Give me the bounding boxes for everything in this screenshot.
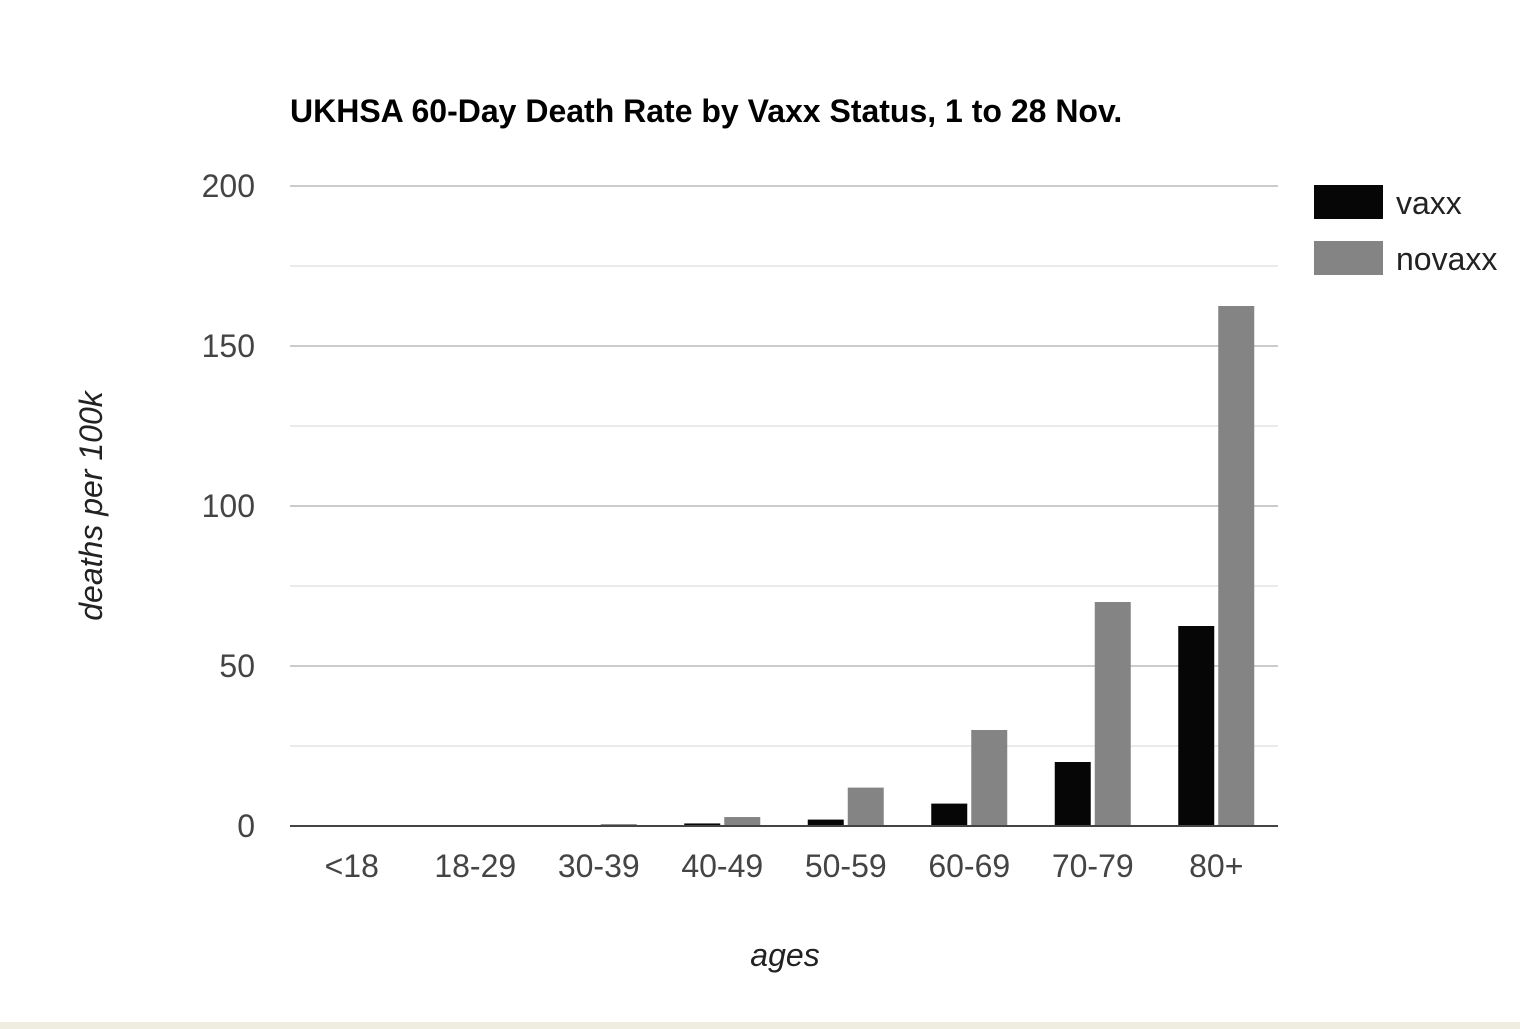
gridlines (290, 185, 1278, 747)
bar-vaxx-4049 (684, 823, 721, 826)
bar-vaxx-7079 (1054, 762, 1091, 826)
x-axis-label: ages (750, 937, 819, 973)
legend-swatch-novaxx (1314, 241, 1383, 275)
y-axis-ticks: 0 50 100 150 200 (202, 168, 255, 844)
footer-strip (0, 1022, 1520, 1029)
bar-novaxx-80 (1218, 306, 1255, 826)
legend: vaxx novaxx (1314, 185, 1497, 277)
x-tick-label: 60-69 (928, 848, 1010, 884)
x-axis-ticks: <18 18-29 30-39 40-49 50-59 60-69 70-79 80+ (325, 848, 1244, 884)
x-tick-label: <18 (325, 848, 379, 884)
bars (437, 306, 1255, 826)
legend-label-novaxx: novaxx (1396, 241, 1497, 277)
bar-novaxx-6069 (971, 730, 1008, 826)
x-tick-label: 40-49 (681, 848, 763, 884)
y-tick-label: 0 (237, 808, 255, 844)
bar-novaxx-4049 (724, 817, 761, 826)
y-tick-label: 100 (202, 488, 255, 524)
x-tick-label: 70-79 (1052, 848, 1134, 884)
bar-vaxx-6069 (931, 803, 968, 826)
bar-novaxx-7079 (1094, 602, 1131, 826)
x-tick-label: 18-29 (434, 848, 516, 884)
legend-label-vaxx: vaxx (1396, 185, 1462, 221)
legend-swatch-vaxx (1314, 185, 1383, 219)
y-tick-label: 50 (219, 648, 255, 684)
x-tick-label: 50-59 (805, 848, 887, 884)
chart-title: UKHSA 60-Day Death Rate by Vaxx Status, … (290, 93, 1122, 129)
x-tick-label: 30-39 (558, 848, 640, 884)
bar-novaxx-5059 (847, 787, 884, 826)
y-tick-label: 150 (202, 328, 255, 364)
bar-vaxx-5059 (807, 819, 844, 826)
y-axis-label: deaths per 100k (73, 389, 109, 621)
y-tick-label: 200 (202, 168, 255, 204)
x-tick-label: 80+ (1189, 848, 1243, 884)
bar-vaxx-80 (1178, 626, 1215, 826)
